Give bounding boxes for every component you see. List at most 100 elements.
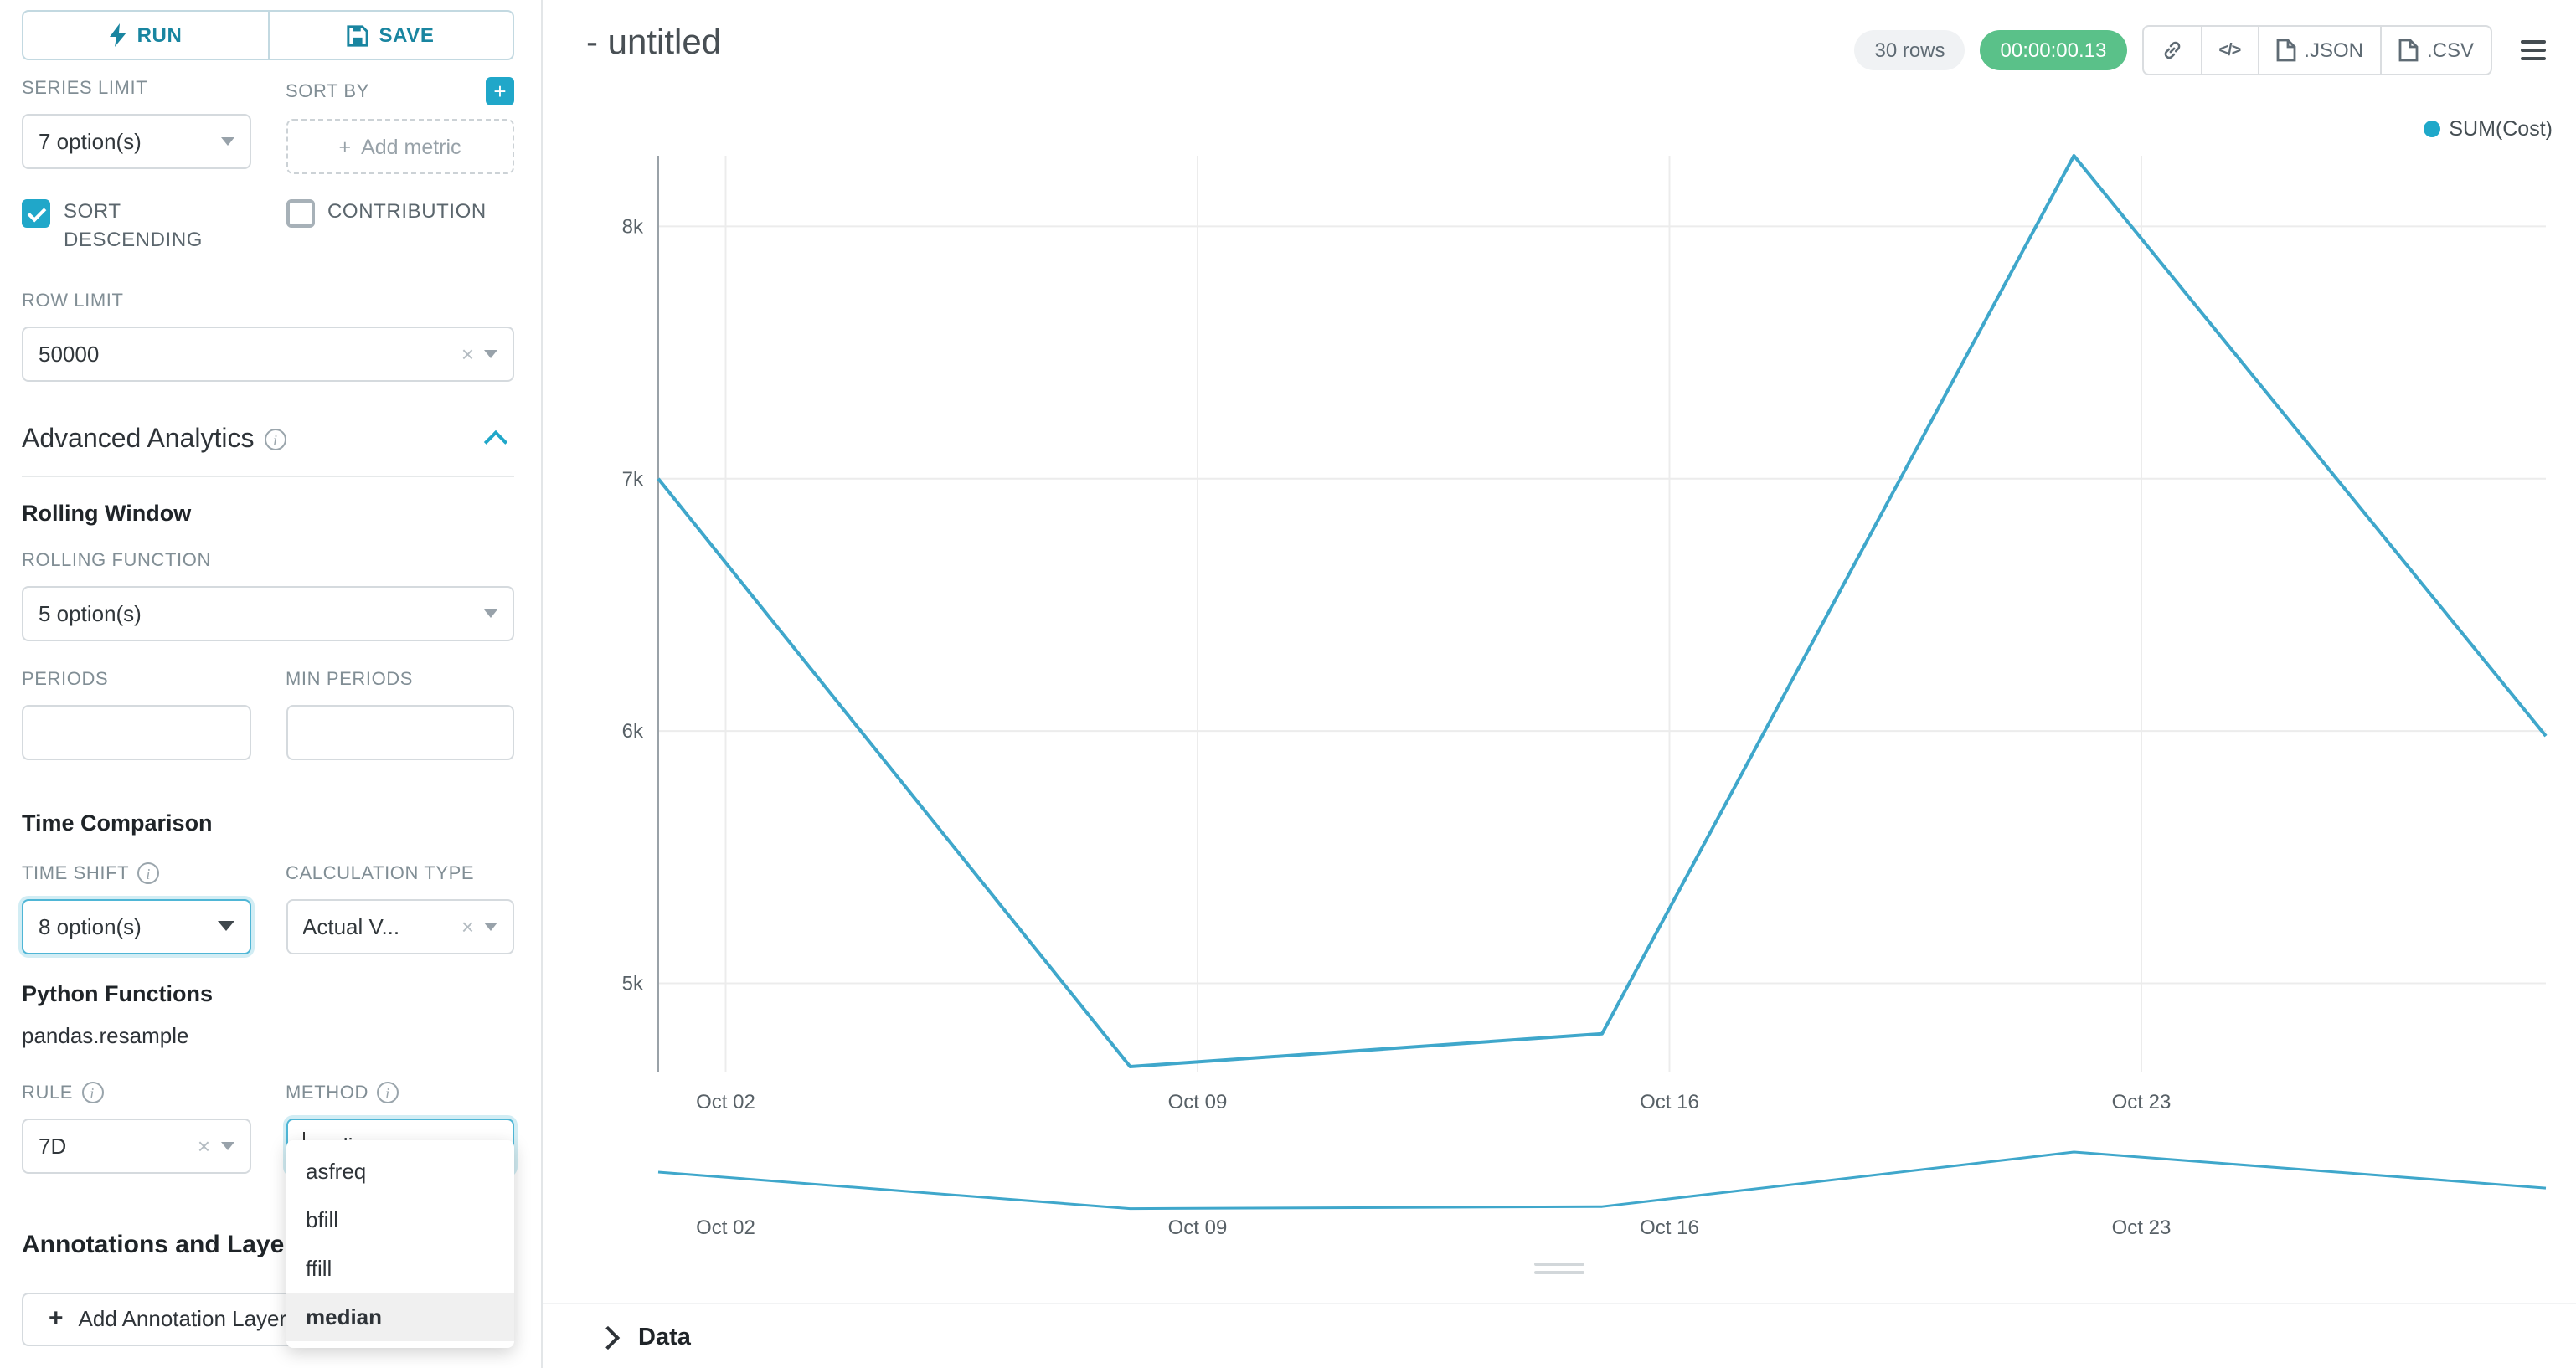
data-panel-label: Data (638, 1324, 691, 1350)
sort-descending-checkbox[interactable] (22, 199, 50, 228)
series-limit-select[interactable]: 7 option(s) (22, 114, 250, 169)
min-periods-label: MIN PERIODS (286, 669, 414, 690)
run-save-group: RUN SAVE (22, 10, 514, 60)
caret-down-icon (217, 921, 234, 932)
download-csv-button[interactable]: .CSV (2379, 25, 2492, 75)
timer-badge: 00:00:00.13 (1980, 30, 2127, 70)
add-metric-placeholder: Add metric (361, 135, 461, 158)
x-tick-label: Oct 02 (696, 1091, 755, 1113)
caret-down-icon (484, 922, 497, 931)
method-option-ffill[interactable]: ffill (306, 1255, 332, 1281)
caret-down-icon (220, 1141, 234, 1150)
row-limit-value: 50000 (39, 341, 100, 367)
save-button-label: SAVE (379, 23, 435, 47)
caret-down-icon (220, 137, 234, 146)
contribution-checkbox[interactable] (286, 199, 314, 228)
copy-link-button[interactable] (2141, 25, 2202, 75)
run-button[interactable]: RUN (22, 10, 267, 60)
sort-by-label: SORT BY (286, 81, 369, 101)
y-tick-label: 5k (622, 973, 644, 995)
rule-value: 7D (39, 1133, 67, 1159)
method-option-asfreq[interactable]: asfreq (306, 1158, 367, 1184)
calculation-type-label: CALCULATION TYPE (286, 863, 475, 884)
csv-button-label: .CSV (2426, 39, 2474, 62)
mini-x-tick-label: Oct 09 (1168, 1216, 1228, 1239)
hamburger-icon (2521, 40, 2546, 44)
embed-code-button[interactable]: </> (2200, 25, 2259, 75)
control-panel: RUN SAVE SERIES LIMIT 7 option(s) SORT B… (0, 0, 543, 1368)
clear-icon[interactable]: × (197, 1133, 210, 1159)
rule-label: RULE i (22, 1082, 250, 1105)
chevron-right-icon (595, 1324, 621, 1350)
add-sort-metric-button[interactable]: + (486, 77, 514, 105)
link-icon (2163, 41, 2180, 59)
time-comparison-title: Time Comparison (22, 810, 213, 836)
y-tick-label: 6k (622, 720, 644, 743)
calculation-type-select[interactable]: Actual V... × (286, 898, 514, 954)
clear-icon[interactable]: × (461, 913, 474, 939)
rolling-window-title: Rolling Window (22, 500, 192, 526)
calculation-type-value: Actual V... (302, 913, 400, 939)
resize-handle[interactable] (1524, 1259, 1595, 1278)
file-icon (2398, 39, 2419, 62)
time-shift-value: 8 option(s) (39, 913, 142, 939)
file-icon (2275, 39, 2295, 62)
method-option-median[interactable]: median (286, 1292, 514, 1341)
chart-svg: 5k 6k 7k 8k Oct 02 Oct 02 Oct 09 Oct 09 Oct 16 Oc… (622, 154, 2548, 1239)
sort-descending-label: SORT DESCENDING (64, 199, 204, 252)
mini-x-tick-label: Oct 23 (2112, 1216, 2172, 1239)
export-button-group: </> .JSON .CSV (2141, 25, 2492, 75)
legend-marker (2424, 121, 2441, 137)
advanced-analytics-header[interactable]: Advanced Analytics i (22, 425, 514, 477)
series-limit-label: SERIES LIMIT (22, 79, 148, 99)
advanced-analytics-title: Advanced Analytics (22, 424, 255, 454)
chart-panel: - untitled 30 rows 00:00:00.13 </> .JSON… (543, 0, 2576, 1368)
lightning-icon (109, 23, 126, 47)
rolling-function-label: ROLLING FUNCTION (22, 550, 211, 571)
add-annotation-layer-button[interactable]: + Add Annotation Layer (22, 1292, 314, 1346)
legend[interactable]: SUM(Cost) (2424, 117, 2553, 141)
x-tick-label: Oct 23 (2112, 1091, 2172, 1113)
method-label: METHOD i (286, 1082, 514, 1105)
mini-x-tick-label: Oct 02 (696, 1216, 755, 1239)
series-limit-value: 7 option(s) (39, 129, 142, 154)
chart-title[interactable]: - untitled (586, 23, 722, 62)
python-functions-title: Python Functions (22, 980, 213, 1006)
periods-label: PERIODS (22, 669, 109, 690)
method-option-bfill[interactable]: bfill (306, 1206, 339, 1232)
save-button[interactable]: SAVE (267, 10, 514, 60)
pandas-resample-label: pandas.resample (22, 1022, 189, 1048)
mini-x-tick-label: Oct 16 (1640, 1216, 1699, 1239)
row-limit-label: ROW LIMIT (22, 291, 124, 311)
save-disk-icon (347, 24, 369, 46)
plus-icon: + (338, 135, 352, 158)
collapse-chevron-icon[interactable] (483, 430, 508, 455)
rows-badge: 30 rows (1854, 30, 1965, 70)
rolling-function-value: 5 option(s) (39, 600, 142, 626)
contribution-label: CONTRIBUTION (327, 199, 487, 223)
min-periods-input[interactable] (286, 704, 514, 760)
y-tick-label: 7k (622, 468, 644, 491)
plus-icon: + (49, 1304, 64, 1334)
method-dropdown-menu: asfreq bfill ffill median (286, 1139, 514, 1348)
caret-down-icon (484, 349, 497, 358)
run-button-label: RUN (137, 23, 183, 47)
y-tick-label: 8k (622, 215, 644, 238)
add-metric-dropzone[interactable]: + Add metric (286, 119, 514, 174)
time-shift-select[interactable]: 8 option(s) (22, 898, 250, 954)
annotations-title: Annotations and Layers (22, 1230, 308, 1259)
data-panel-header[interactable]: Data (543, 1303, 2576, 1368)
periods-input[interactable] (22, 704, 250, 760)
x-tick-label: Oct 09 (1168, 1091, 1228, 1113)
chart-header-actions: 30 rows 00:00:00.13 </> .JSON .CSV (1854, 25, 2556, 75)
info-icon: i (376, 1082, 399, 1104)
rolling-function-select[interactable]: 5 option(s) (22, 585, 514, 641)
clear-icon[interactable]: × (461, 341, 474, 367)
legend-label: SUM(Cost) (2449, 117, 2553, 141)
download-json-button[interactable]: .JSON (2257, 25, 2382, 75)
rule-select[interactable]: 7D × (22, 1118, 250, 1174)
row-limit-select[interactable]: 50000 × (22, 326, 514, 382)
info-icon: i (81, 1082, 104, 1104)
more-options-menu-button[interactable] (2511, 30, 2556, 70)
